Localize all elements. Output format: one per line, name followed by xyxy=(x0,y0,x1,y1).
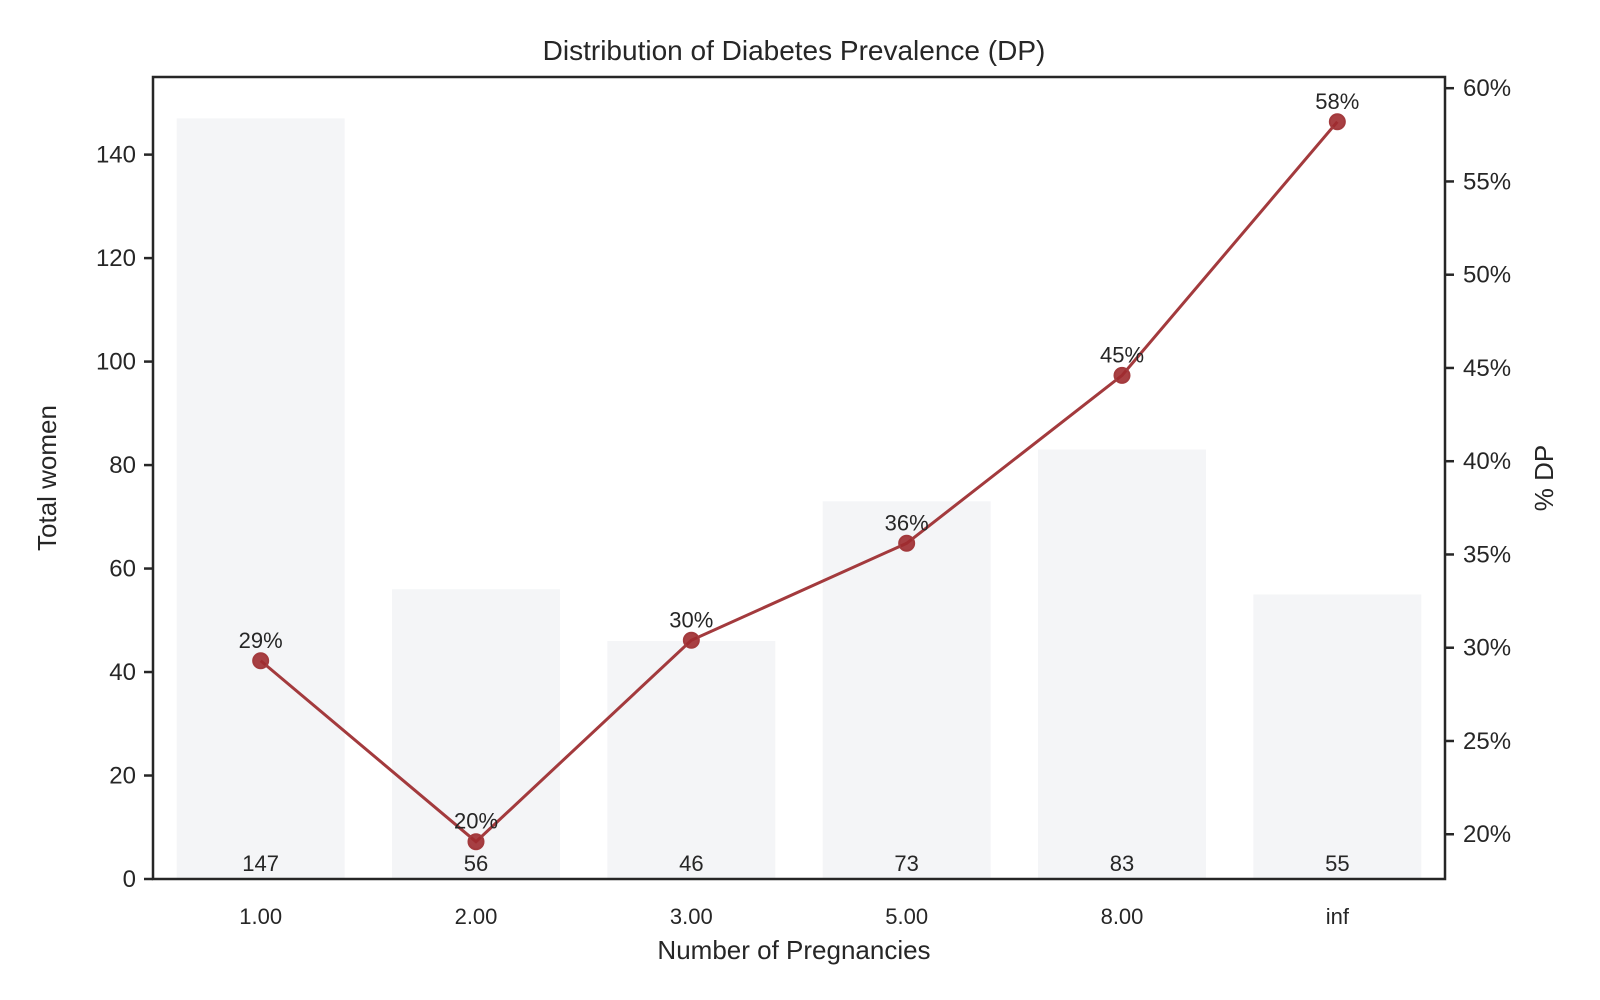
y-tick-label: 40 xyxy=(109,659,136,686)
line-layer: 29% 20% 30% 36% 45% 58% xyxy=(239,89,1359,851)
dp-point-label: 36% xyxy=(885,510,929,535)
y2-axis-label: % DP xyxy=(1529,445,1559,511)
bars-layer xyxy=(176,118,1422,879)
y2-tick-label: 35% xyxy=(1463,541,1511,568)
bar-value-label: 55 xyxy=(1325,851,1349,876)
dp-point-label: 58% xyxy=(1315,89,1359,114)
y-tick-label: 120 xyxy=(96,245,136,272)
dp-point-2.00 xyxy=(467,833,485,851)
y-tick-label: 60 xyxy=(109,556,136,583)
y2-tick-label: 20% xyxy=(1463,821,1511,848)
y-tick-label: 80 xyxy=(109,452,136,479)
y-tick-label: 100 xyxy=(96,349,136,376)
y2-tick-label: 25% xyxy=(1463,728,1511,755)
dp-point-label: 45% xyxy=(1100,342,1144,367)
y-tick-label: 0 xyxy=(123,866,136,893)
dp-point-label: 29% xyxy=(239,628,283,653)
y-axis-label: Total women xyxy=(32,405,62,551)
dp-point-8.00 xyxy=(1113,366,1131,384)
y2-tick-label: 50% xyxy=(1463,262,1511,289)
dp-point-3.00 xyxy=(682,631,700,649)
x-tick-label: 3.00 xyxy=(670,904,713,929)
bar-1.00 xyxy=(176,118,345,879)
bar-5.00 xyxy=(822,501,991,879)
bar-8.00 xyxy=(1038,449,1206,879)
dp-point-1.00 xyxy=(252,652,270,670)
bar-value-label: 147 xyxy=(242,851,279,876)
bar-value-label: 83 xyxy=(1110,851,1134,876)
plot-frame xyxy=(151,75,1447,881)
y2-tick-label: 55% xyxy=(1463,168,1511,195)
bar-value-label: 56 xyxy=(464,851,488,876)
x-axis-label: Number of Pregnancies xyxy=(657,935,930,965)
dp-point-5.00 xyxy=(898,534,916,552)
chart-title: Distribution of Diabetes Prevalence (DP) xyxy=(543,35,1046,66)
dp-point-label: 30% xyxy=(669,607,713,632)
dp-point-inf xyxy=(1328,113,1346,131)
y2-tick-label: 40% xyxy=(1463,448,1511,475)
y-tick-label: 140 xyxy=(96,142,136,169)
axes-layer: 0 20 40 60 80 100 120 140 20% 25% 30% 35% 40% 45% 50% 5… xyxy=(96,75,1511,929)
x-tick-label: inf xyxy=(1326,904,1350,929)
x-tick-label: 2.00 xyxy=(455,904,498,929)
bar-2.00 xyxy=(392,589,560,879)
dp-point-label: 20% xyxy=(454,809,498,834)
x-tick-label: 8.00 xyxy=(1101,904,1144,929)
y2-tick-label: 60% xyxy=(1463,75,1511,102)
bar-labels-layer: 147 56 46 73 83 55 xyxy=(242,851,1349,876)
bar-inf xyxy=(1253,594,1422,879)
y2-tick-label: 45% xyxy=(1463,355,1511,382)
y2-tick-label: 30% xyxy=(1463,635,1511,662)
y-tick-label: 20 xyxy=(109,763,136,790)
bar-3.00 xyxy=(607,640,776,879)
x-tick-label: 5.00 xyxy=(885,904,928,929)
bar-value-label: 73 xyxy=(894,851,918,876)
dp-line xyxy=(259,120,1339,844)
bar-value-label: 46 xyxy=(679,851,703,876)
x-tick-label: 1.00 xyxy=(239,904,282,929)
